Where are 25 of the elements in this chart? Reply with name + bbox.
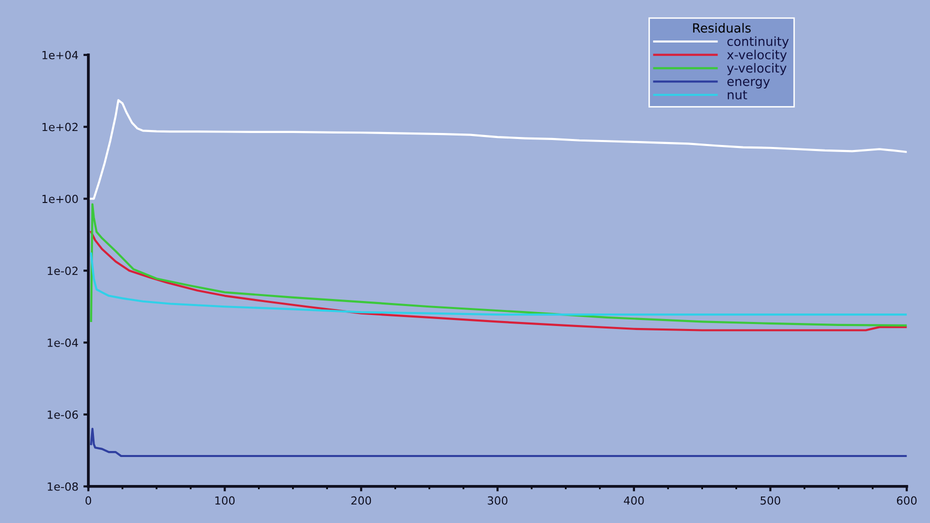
y-tick-label: 1e-08 [48, 482, 78, 491]
y-tick-label: 1e+04 [42, 50, 78, 60]
x-tick-label: 600 [896, 496, 917, 505]
x-tick-label: 500 [760, 496, 780, 505]
y-tick-label: 1e-04 [48, 338, 78, 347]
x-tick-label: 100 [215, 496, 235, 505]
legend-label: x-velocity [727, 50, 787, 62]
y-tick-label: 1e-06 [48, 410, 78, 419]
x-tick-label: 400 [624, 496, 644, 505]
line-series [88, 99, 907, 200]
line-series [90, 428, 907, 458]
y-tick-label: 1e+02 [42, 122, 78, 132]
x-tick-label: 300 [488, 496, 508, 505]
y-tick-label: 1e+00 [42, 194, 78, 204]
x-tick-label: 200 [351, 496, 372, 505]
legend-label: y-velocity [727, 63, 787, 76]
legend-label: nut [728, 90, 748, 100]
legend-title: Residuals [693, 23, 751, 33]
line-series [90, 230, 907, 332]
y-tick-label: 1e-02 [48, 266, 78, 276]
line-series [90, 252, 907, 316]
legend-label: energy [727, 78, 770, 89]
line-series [90, 203, 907, 326]
x-tick-label: 0 [86, 496, 92, 505]
legend-label: continuity [727, 36, 789, 48]
